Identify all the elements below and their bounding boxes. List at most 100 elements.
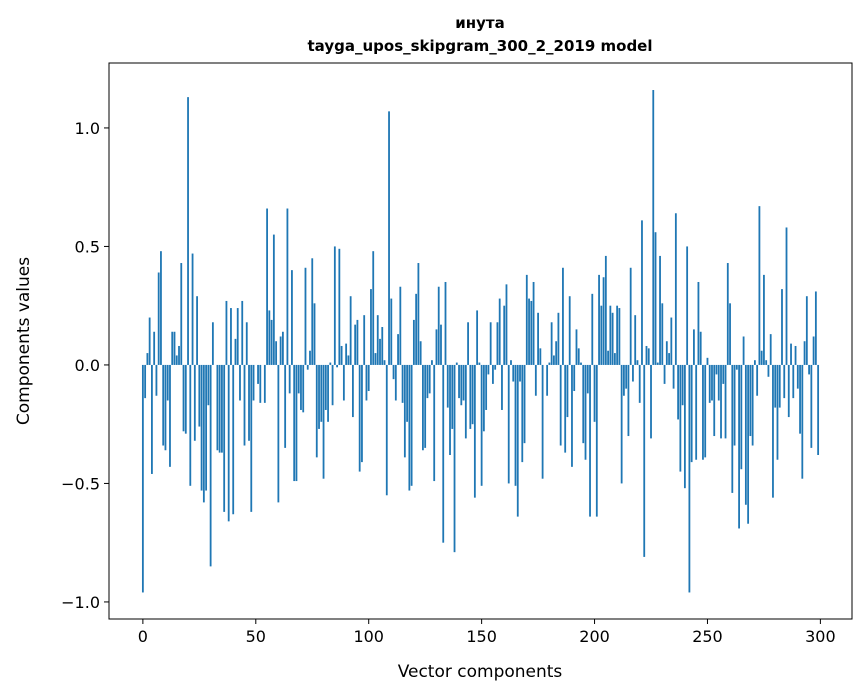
bar-component-228	[656, 362, 659, 365]
bar-component-165	[514, 364, 517, 486]
bar-component-175	[537, 312, 539, 365]
bar-component-11	[166, 364, 169, 401]
bar-component-74	[309, 350, 311, 365]
bar-component-136	[449, 364, 451, 455]
bar-component-174	[534, 364, 537, 396]
bar-component-251	[708, 364, 711, 403]
bar-component-248	[702, 364, 704, 460]
bar-component-205	[604, 255, 607, 365]
bar-component-4	[151, 364, 153, 474]
bar-component-288	[792, 364, 795, 399]
bar-component-44	[241, 300, 244, 365]
bar-component-283	[781, 289, 783, 365]
bar-component-49	[252, 364, 255, 401]
bar-component-269	[749, 364, 752, 437]
bar-component-84	[331, 364, 334, 406]
bar-component-13	[171, 331, 174, 365]
bar-component-238	[679, 364, 682, 472]
bar-component-137	[451, 364, 454, 429]
bar-component-280	[774, 364, 777, 408]
bar-component-289	[794, 345, 797, 365]
bar-component-29	[207, 364, 210, 406]
y-tick-label: 1.0	[75, 119, 100, 138]
bar-component-282	[778, 364, 781, 408]
bar-component-87	[338, 248, 341, 365]
bar-component-141	[460, 364, 463, 406]
bar-component-264	[738, 364, 740, 529]
bar-component-210	[616, 305, 619, 365]
bar-component-299	[817, 364, 820, 455]
bar-component-123	[419, 341, 422, 365]
bar-component-149	[478, 362, 481, 365]
bar-component-219	[636, 360, 639, 365]
bar-component-236	[674, 213, 677, 365]
bar-component-297	[812, 336, 815, 365]
bar-component-23	[193, 364, 196, 441]
bar-component-51	[257, 364, 259, 384]
bar-component-198	[589, 364, 591, 517]
bar-component-253	[713, 364, 716, 437]
bar-component-176	[539, 348, 542, 365]
bar-component-263	[735, 364, 738, 370]
bar-component-188	[566, 364, 569, 418]
y-tick-label: −1.0	[61, 593, 100, 612]
bar-component-285	[785, 227, 788, 365]
x-tick-label: 250	[692, 627, 723, 646]
bar-component-139	[455, 362, 458, 365]
bar-component-42	[236, 308, 239, 365]
bar-component-274	[760, 350, 763, 365]
bar-component-209	[613, 353, 616, 365]
bar-component-58	[272, 234, 275, 365]
bar-component-261	[731, 364, 734, 493]
x-tick-label: 0	[138, 627, 148, 646]
bar-component-83	[329, 362, 332, 365]
bar-component-150	[480, 364, 483, 486]
bar-component-226	[652, 90, 655, 365]
bar-component-18	[182, 364, 185, 432]
x-tick-label: 300	[805, 627, 836, 646]
bar-component-155	[492, 364, 494, 384]
bar-component-294	[805, 296, 808, 365]
bar-component-184	[557, 312, 560, 365]
bar-component-249	[704, 364, 707, 458]
bar-component-14	[173, 331, 176, 365]
y-tick-label: 0.0	[75, 356, 100, 375]
bar-component-154	[489, 322, 492, 365]
bar-component-19	[184, 364, 187, 434]
bar-component-22	[191, 253, 194, 365]
bar-component-267	[744, 364, 747, 505]
bar-component-159	[501, 364, 503, 410]
bar-component-265	[740, 364, 743, 470]
bar-component-130	[435, 329, 438, 365]
bar-component-12	[169, 364, 171, 467]
bar-component-247	[699, 331, 702, 365]
bar-component-277	[767, 364, 770, 377]
bar-component-213	[623, 364, 625, 396]
y-tick-label: 0.5	[75, 237, 100, 256]
bar-component-225	[650, 364, 652, 439]
bar-component-262	[733, 364, 736, 446]
bar-component-202	[598, 274, 600, 365]
bar-component-82	[327, 364, 329, 422]
bar-component-134	[444, 281, 447, 365]
bar-component-88	[340, 345, 343, 365]
bar-component-31	[211, 322, 214, 365]
bar-component-110	[390, 298, 393, 365]
bar-component-201	[595, 364, 598, 517]
bar-component-105	[379, 338, 381, 365]
chart-subtitle: tayga_upos_skipgram_300_2_2019 model	[308, 37, 653, 55]
bar-component-68	[295, 364, 298, 482]
bar-component-6	[155, 364, 158, 396]
x-axis-label: Vector components	[398, 662, 563, 682]
bar-component-132	[440, 324, 442, 365]
bar-component-250	[706, 357, 709, 365]
bar-component-73	[306, 364, 309, 370]
bar-component-254	[715, 364, 718, 375]
bar-component-119	[410, 364, 413, 486]
bar-component-187	[564, 364, 567, 453]
bar-component-40	[232, 364, 235, 515]
bar-component-235	[672, 364, 675, 389]
bar-component-62	[281, 331, 284, 365]
bar-component-286	[787, 364, 790, 418]
bar-component-185	[559, 364, 562, 446]
